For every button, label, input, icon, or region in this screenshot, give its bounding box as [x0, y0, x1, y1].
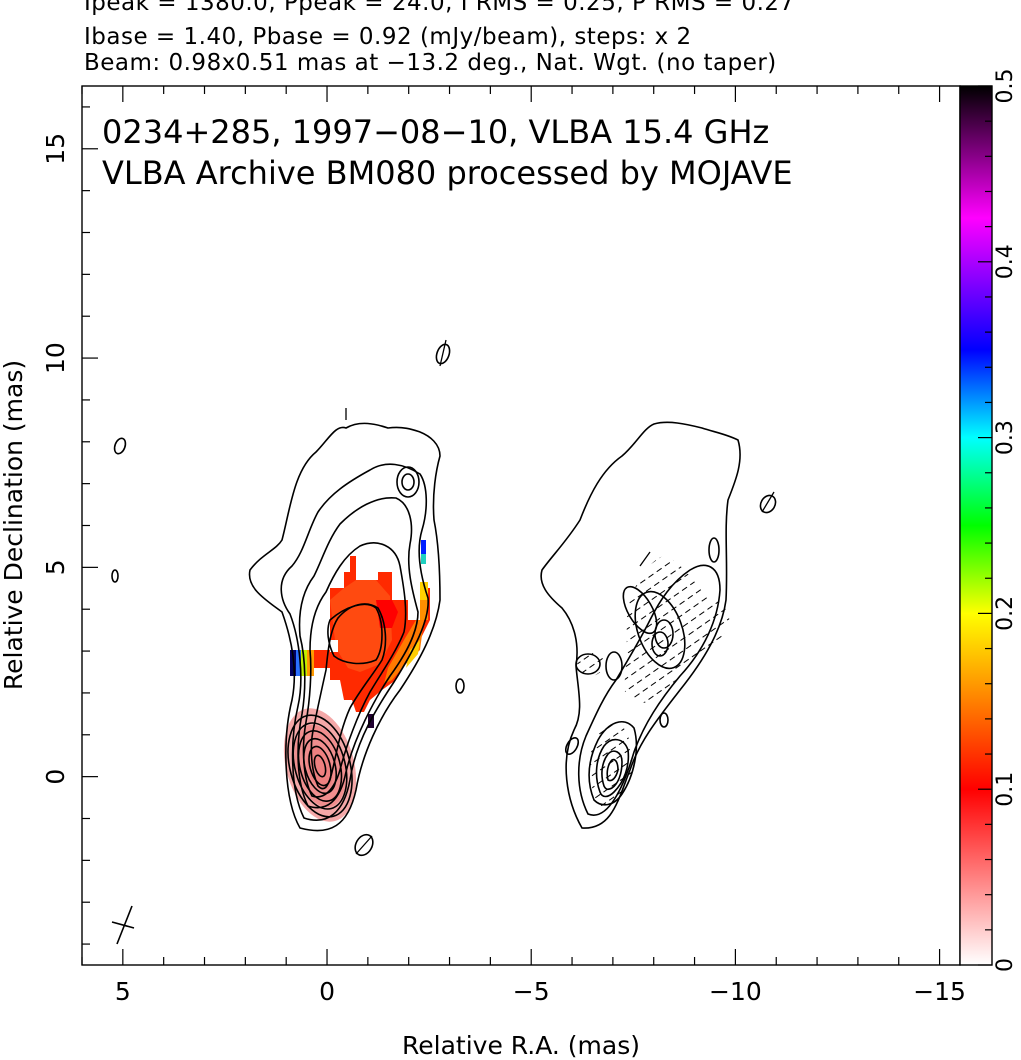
left-panel-colormap — [283, 540, 430, 822]
colorbar-tick-label: 0.5 — [993, 69, 1018, 104]
x-tick-label: −15 — [913, 977, 966, 1006]
colorbar-tick-label: 0.3 — [993, 420, 1018, 455]
plot-frame — [81, 85, 961, 966]
colorbar-tick-label: 0 — [993, 958, 1018, 972]
x-axis-label: Relative R.A. (mas) — [402, 1031, 640, 1060]
y-tick-label: 0 — [41, 769, 70, 785]
right-panel-vectors — [639, 491, 775, 567]
header-line-1: Ipeak = 1380.0, Ppeak = 24.0, I RMS = 0.… — [84, 0, 795, 16]
axis-tick-labels: 5 0 −5 −10 −15 0 5 10 15 — [41, 133, 966, 1006]
x-tick-label: 0 — [319, 977, 335, 1006]
axis-ticks — [81, 86, 941, 965]
header-line-2: Ibase = 1.40, Pbase = 0.92 (mJy/beam), s… — [84, 24, 692, 50]
colorbar-ticks — [978, 85, 992, 966]
y-tick-label: 5 — [41, 559, 70, 575]
chart-title-line-2: VLBA Archive BM080 processed by MOJAVE — [102, 154, 793, 192]
colorbar — [960, 86, 992, 965]
y-tick-label: 10 — [41, 342, 70, 374]
header-line-3: Beam: 0.98x0.51 mas at −13.2 deg., Nat. … — [84, 50, 777, 76]
y-axis-label: Relative Declination (mas) — [0, 360, 28, 690]
colorbar-tick-label: 0.4 — [993, 244, 1018, 279]
colorbar-tick-labels: 0 0.1 0.2 0.3 0.4 0.5 — [993, 69, 1018, 973]
left-panel-contours — [111, 343, 465, 857]
y-tick-label: 15 — [41, 133, 70, 165]
beam-marker — [111, 905, 135, 945]
left-panel-vectors — [345, 339, 447, 855]
colorbar-tick-label: 0.1 — [993, 772, 1018, 807]
chart-title-line-1: 0234+285, 1997−08−10, VLBA 15.4 GHz — [102, 113, 769, 151]
colorbar-frame — [959, 85, 993, 966]
colorbar-tick-label: 0.2 — [993, 596, 1018, 631]
right-panel-hatched-polarization — [577, 556, 730, 806]
x-tick-label: −10 — [709, 977, 762, 1006]
x-tick-label: 5 — [115, 977, 131, 1006]
x-tick-label: −5 — [513, 977, 550, 1006]
